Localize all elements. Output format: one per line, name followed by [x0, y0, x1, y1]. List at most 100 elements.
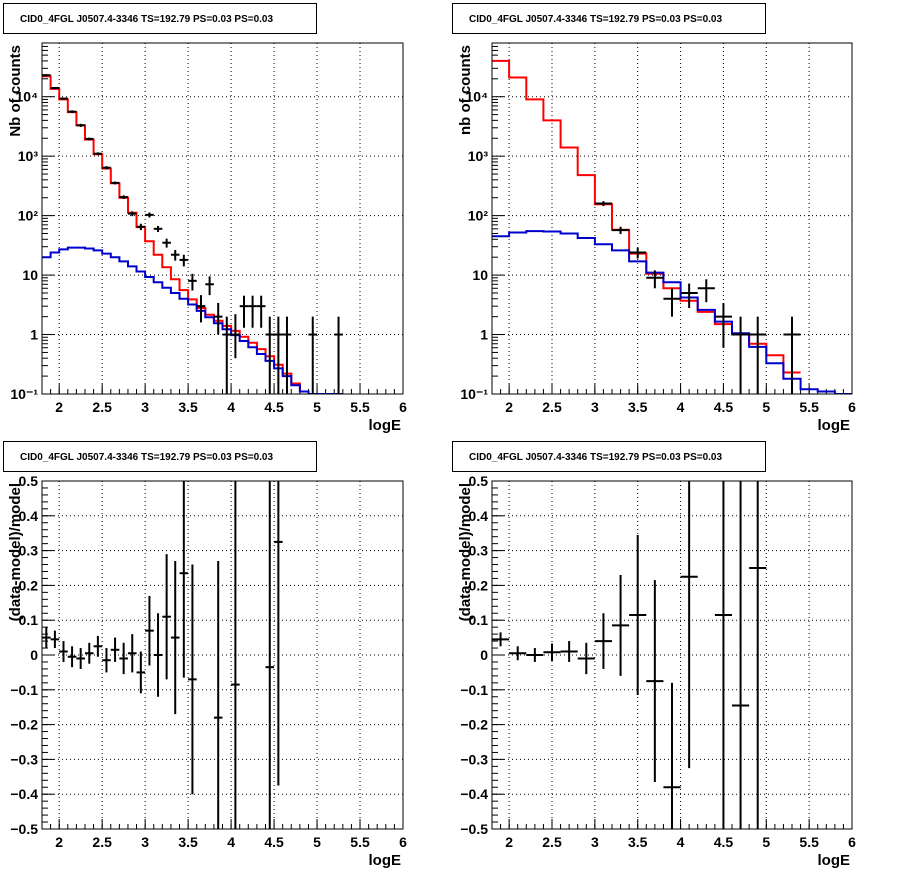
- data-point: [714, 302, 732, 348]
- plot-area: [42, 481, 283, 829]
- y-tick-label: 10⁴: [466, 89, 489, 105]
- x-tick-label: 3.5: [178, 399, 198, 415]
- data-point: [127, 211, 137, 217]
- data-point: [749, 316, 767, 394]
- y-tick-label: 0.4: [469, 508, 489, 524]
- data-point: [594, 201, 612, 207]
- y-tick-label: 10³: [468, 148, 489, 164]
- y-tick-label: 10²: [18, 208, 39, 224]
- y-tick-label: 0.1: [19, 612, 39, 628]
- series-line-red: [42, 75, 343, 394]
- data-point: [213, 561, 223, 829]
- data-point: [102, 648, 111, 673]
- y-tick-label: 1: [30, 327, 38, 343]
- data-point: [265, 316, 275, 394]
- data-point: [509, 646, 527, 661]
- y-tick-label: −0.2: [10, 717, 38, 733]
- y-tick-label: 10: [472, 267, 488, 283]
- x-axis-label: logE: [369, 417, 402, 434]
- data-point: [543, 643, 561, 661]
- data-point: [646, 580, 664, 783]
- x-tick-label: 5.5: [350, 399, 370, 415]
- y-axis-label: nb of counts: [457, 45, 474, 135]
- data-point: [102, 166, 111, 170]
- x-tick-label: 6: [848, 399, 856, 415]
- data-point: [145, 595, 154, 666]
- data-point: [663, 682, 681, 829]
- x-tick-label: 2: [55, 834, 63, 850]
- y-tick-label: −0.5: [460, 821, 488, 837]
- data-point: [732, 316, 750, 394]
- x-tick-label: 3.5: [628, 399, 648, 415]
- y-tick-label: 0.3: [469, 543, 489, 559]
- data-point: [282, 316, 292, 394]
- data-point: [162, 238, 171, 248]
- y-axis-label: (data-model)/model: [457, 483, 474, 621]
- data-point: [179, 481, 189, 678]
- data-point: [612, 574, 630, 676]
- chart-panel-1: 2 2.5 3 3.5 4 4.5 5 5.5 6 10⁻¹ 1 10 10² 10³ 10⁴ CID0_4F…: [3, 3, 407, 434]
- data-point: [629, 247, 647, 259]
- x-tick-label: 3: [591, 399, 599, 415]
- data-point: [84, 137, 94, 141]
- data-point: [50, 630, 60, 649]
- y-tick-label: −0.3: [10, 751, 38, 767]
- x-tick-label: 3: [591, 834, 599, 850]
- x-tick-label: 6: [399, 399, 407, 415]
- x-tick-label: 3.5: [628, 834, 648, 850]
- data-point: [93, 152, 103, 156]
- data-point: [274, 481, 283, 786]
- x-axis-label: logE: [369, 852, 402, 869]
- data-point: [42, 627, 51, 649]
- data-point: [127, 634, 137, 673]
- x-tick-label: 4: [227, 834, 235, 850]
- data-point: [110, 181, 120, 185]
- x-tick-label: 4: [677, 834, 685, 850]
- data-point: [248, 295, 257, 328]
- data-point: [205, 276, 214, 296]
- data-point: [119, 642, 128, 675]
- x-tick-label: 6: [399, 834, 407, 850]
- plot-frame: [491, 42, 853, 395]
- data-point: [67, 110, 77, 114]
- x-tick-label: 4: [227, 399, 235, 415]
- data-point: [170, 249, 180, 261]
- title-box: [452, 3, 766, 34]
- data-point: [50, 86, 60, 90]
- x-tick-label: 2.5: [542, 399, 562, 415]
- data-point: [59, 641, 68, 662]
- x-tick-label: 2: [55, 399, 63, 415]
- data-point: [119, 195, 128, 200]
- data-point: [492, 632, 510, 647]
- plot-frame: [41, 42, 404, 395]
- y-tick-label: 10⁻¹: [460, 386, 488, 402]
- plot-area: [42, 74, 343, 394]
- data-point: [136, 223, 146, 231]
- data-point: [59, 97, 68, 100]
- data-point: [265, 481, 275, 829]
- data-point: [213, 302, 223, 335]
- x-tick-label: 4: [677, 399, 685, 415]
- x-tick-label: 6: [848, 834, 856, 850]
- plot-area: [492, 481, 767, 829]
- data-point: [110, 637, 120, 662]
- x-tick-label: 5.5: [799, 399, 819, 415]
- data-point: [680, 283, 698, 308]
- plot-frame: [41, 480, 404, 830]
- data-point: [239, 295, 249, 328]
- y-tick-label: 0: [480, 647, 488, 663]
- y-tick-label: 0.1: [469, 612, 489, 628]
- plot-frame: [491, 480, 853, 830]
- data-point: [67, 646, 77, 668]
- chart-title: CID0_4FGL J0507.4-3346 TS=192.79 PS=0.03…: [469, 452, 722, 463]
- x-tick-label: 5.5: [799, 834, 819, 850]
- data-point: [560, 641, 578, 662]
- data-point: [153, 225, 163, 233]
- y-tick-label: 0.5: [469, 473, 489, 489]
- data-point: [188, 564, 197, 795]
- y-tick-label: −0.1: [10, 682, 38, 698]
- title-box: [3, 3, 317, 34]
- y-tick-label: −0.3: [460, 751, 488, 767]
- data-point: [594, 613, 612, 669]
